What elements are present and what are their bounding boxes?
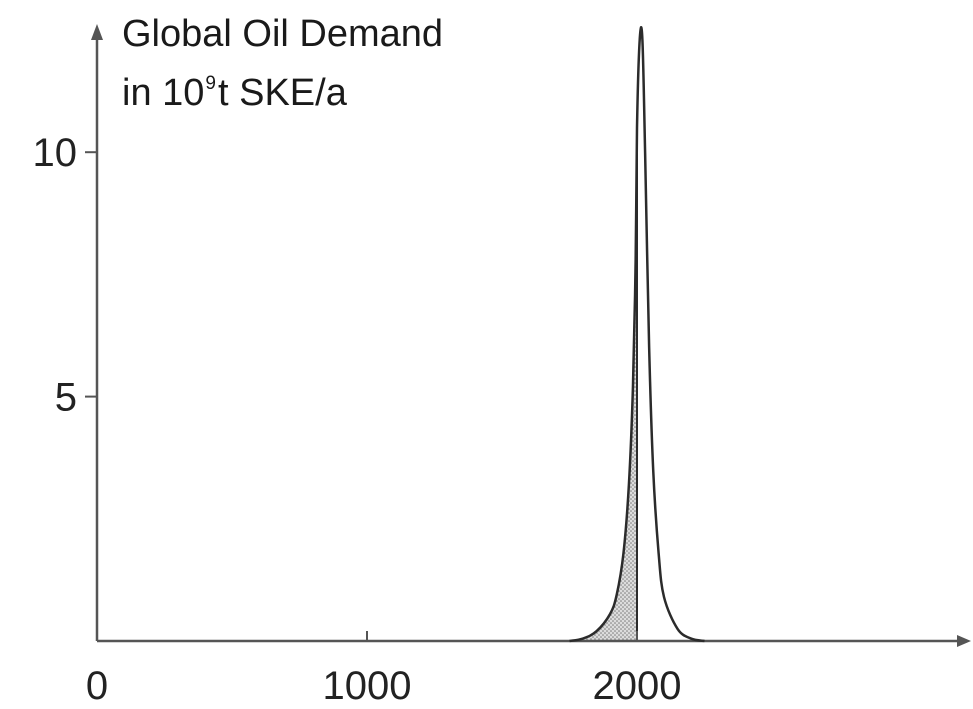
x-tick-label: 2000 — [593, 664, 682, 708]
y-tick-label: 10 — [33, 131, 78, 175]
ticks-layer: 5 10 0 1000 2000 — [33, 131, 682, 708]
series-layer — [569, 26, 705, 643]
y-axis-unit-exponent: 9 — [205, 73, 216, 94]
chart-title: Global Oil Demand — [122, 13, 444, 55]
shaded-region-layer — [583, 127, 638, 641]
y-axis-unit-suffix: t SKE/a — [217, 72, 347, 114]
x-tick-label: 0 — [86, 664, 108, 708]
x-tick-label: 1000 — [323, 664, 412, 708]
y-axis-unit-label: in 109t SKE/a — [122, 59, 443, 118]
x-axis-arrow — [957, 635, 971, 647]
demand-curve — [569, 26, 705, 643]
shaded-area — [583, 127, 637, 641]
y-axis-unit-prefix: in 10 — [122, 72, 205, 114]
y-tick-label: 5 — [55, 376, 77, 420]
y-axis-arrow — [91, 24, 103, 40]
axes-layer — [91, 24, 971, 647]
chart-title-block: Global Oil Demand in 109t SKE/a — [122, 10, 443, 118]
